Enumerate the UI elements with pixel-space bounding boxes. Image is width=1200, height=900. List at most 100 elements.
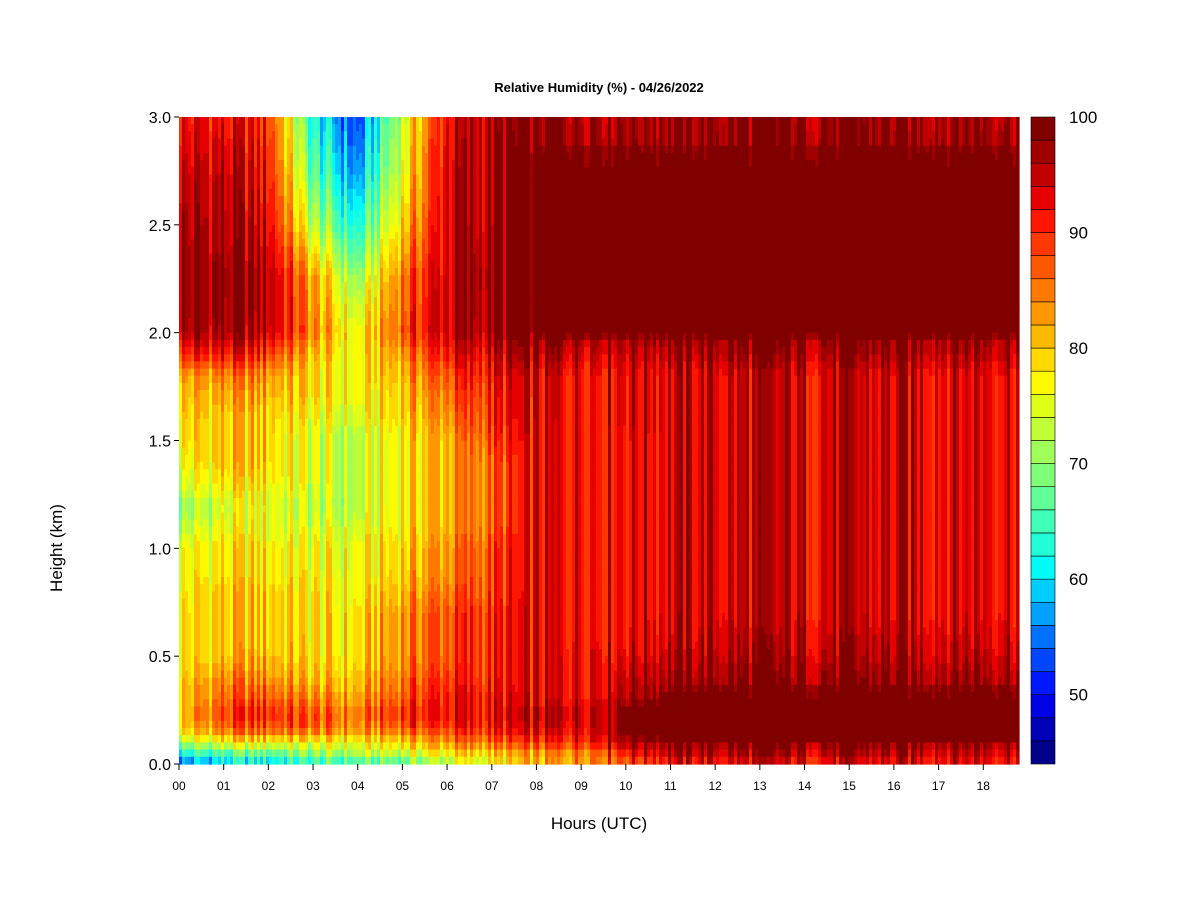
heatmap-cell bbox=[281, 145, 285, 154]
heatmap-cell bbox=[236, 117, 240, 125]
heatmap-cell bbox=[179, 131, 183, 140]
heatmap-cell bbox=[875, 138, 879, 147]
heatmap-cell bbox=[965, 117, 969, 125]
heatmap-cell bbox=[230, 145, 234, 154]
heatmap-cell bbox=[452, 145, 456, 154]
heatmap-cell bbox=[263, 138, 267, 147]
heatmap-cell bbox=[980, 124, 984, 132]
heatmap-cell bbox=[299, 124, 303, 132]
heatmap-cell bbox=[542, 138, 546, 147]
heatmap-cell bbox=[968, 138, 972, 147]
heatmap-cell bbox=[581, 138, 585, 147]
heatmap-cell bbox=[752, 131, 756, 140]
heatmap-cell bbox=[485, 138, 489, 147]
heatmap-cell bbox=[389, 152, 393, 161]
heatmap-cell bbox=[251, 152, 255, 161]
heatmap-cell bbox=[548, 138, 552, 147]
heatmap-cell bbox=[182, 124, 186, 132]
heatmap-cell bbox=[206, 138, 210, 147]
heatmap-cell bbox=[272, 117, 276, 125]
heatmap-cell bbox=[578, 117, 582, 125]
heatmap-cell bbox=[647, 124, 651, 132]
heatmap-cell bbox=[368, 145, 372, 154]
heatmap-cell bbox=[665, 131, 669, 140]
heatmap-cell bbox=[224, 160, 228, 168]
heatmap-cell bbox=[836, 131, 840, 140]
heatmap-cell bbox=[971, 145, 975, 154]
heatmap-cell bbox=[386, 131, 390, 140]
heatmap-cell bbox=[626, 124, 630, 132]
heatmap-cell bbox=[386, 124, 390, 132]
heatmap-cell bbox=[521, 152, 525, 161]
heatmap-cell bbox=[515, 124, 519, 132]
heatmap-cell bbox=[488, 131, 492, 140]
heatmap-cell bbox=[827, 131, 831, 140]
heatmap-cell bbox=[893, 138, 897, 147]
heatmap-cell bbox=[557, 131, 561, 140]
heatmap-cell bbox=[800, 117, 804, 125]
heatmap-cell bbox=[827, 138, 831, 147]
heatmap-cell bbox=[614, 124, 618, 132]
heatmap-cell bbox=[647, 138, 651, 147]
heatmap-cell bbox=[686, 145, 690, 154]
heatmap-cell bbox=[839, 131, 843, 140]
heatmap-cell bbox=[869, 131, 873, 140]
heatmap-cell bbox=[206, 152, 210, 161]
heatmap-cell bbox=[386, 138, 390, 147]
heatmap-cell bbox=[623, 145, 627, 154]
heatmap-cell bbox=[929, 145, 933, 154]
heatmap-cell bbox=[293, 117, 297, 125]
heatmap-cell bbox=[356, 138, 360, 147]
heatmap-cell bbox=[869, 152, 873, 161]
heatmap-cell bbox=[986, 138, 990, 147]
heatmap-cell bbox=[353, 145, 357, 154]
heatmap-cell bbox=[860, 138, 864, 147]
heatmap-cell bbox=[326, 131, 330, 140]
heatmap-cell bbox=[269, 131, 273, 140]
heatmap-cell bbox=[629, 117, 633, 125]
heatmap-cell bbox=[818, 131, 822, 140]
heatmap-cell bbox=[521, 138, 525, 147]
heatmap-cell bbox=[1016, 224, 1020, 233]
heatmap-cell bbox=[182, 138, 186, 147]
heatmap-cell bbox=[659, 138, 663, 147]
heatmap-cell bbox=[752, 145, 756, 154]
heatmap-cell bbox=[338, 138, 342, 147]
heatmap-cell bbox=[221, 131, 225, 140]
heatmap-cell bbox=[959, 131, 963, 140]
heatmap-cell bbox=[200, 145, 204, 154]
heatmap-cell bbox=[455, 124, 459, 132]
heatmap-cell bbox=[839, 138, 843, 147]
heatmap-cell bbox=[533, 138, 537, 147]
heatmap-cell bbox=[179, 160, 183, 168]
heatmap-cell bbox=[701, 131, 705, 140]
heatmap-cell bbox=[341, 117, 345, 125]
heatmap-cell bbox=[371, 145, 375, 154]
heatmap-cell bbox=[719, 152, 723, 161]
heatmap-cell bbox=[206, 117, 210, 125]
heatmap-cell bbox=[422, 152, 426, 161]
heatmap-cell bbox=[548, 152, 552, 161]
heatmap-cell bbox=[404, 124, 408, 132]
heatmap-cell bbox=[788, 145, 792, 154]
heatmap-cell bbox=[206, 124, 210, 132]
heatmap-cell bbox=[212, 124, 216, 132]
heatmap-cell bbox=[245, 145, 249, 154]
heatmap-cell bbox=[974, 145, 978, 154]
heatmap-cell bbox=[551, 124, 555, 132]
heatmap-cell bbox=[524, 131, 528, 140]
heatmap-cell bbox=[491, 138, 495, 147]
heatmap-cell bbox=[548, 145, 552, 154]
heatmap-cell bbox=[545, 138, 549, 147]
heatmap-cell bbox=[254, 160, 258, 168]
heatmap-cell bbox=[395, 131, 399, 140]
heatmap-cell bbox=[674, 145, 678, 154]
heatmap-cell bbox=[842, 138, 846, 147]
heatmap-cell bbox=[611, 145, 615, 154]
heatmap-cell bbox=[515, 117, 519, 125]
heatmap-cell bbox=[308, 152, 312, 161]
heatmap-cell bbox=[284, 160, 288, 168]
heatmap-cell bbox=[590, 145, 594, 154]
heatmap-cell bbox=[863, 145, 867, 154]
heatmap-cell bbox=[734, 117, 738, 125]
